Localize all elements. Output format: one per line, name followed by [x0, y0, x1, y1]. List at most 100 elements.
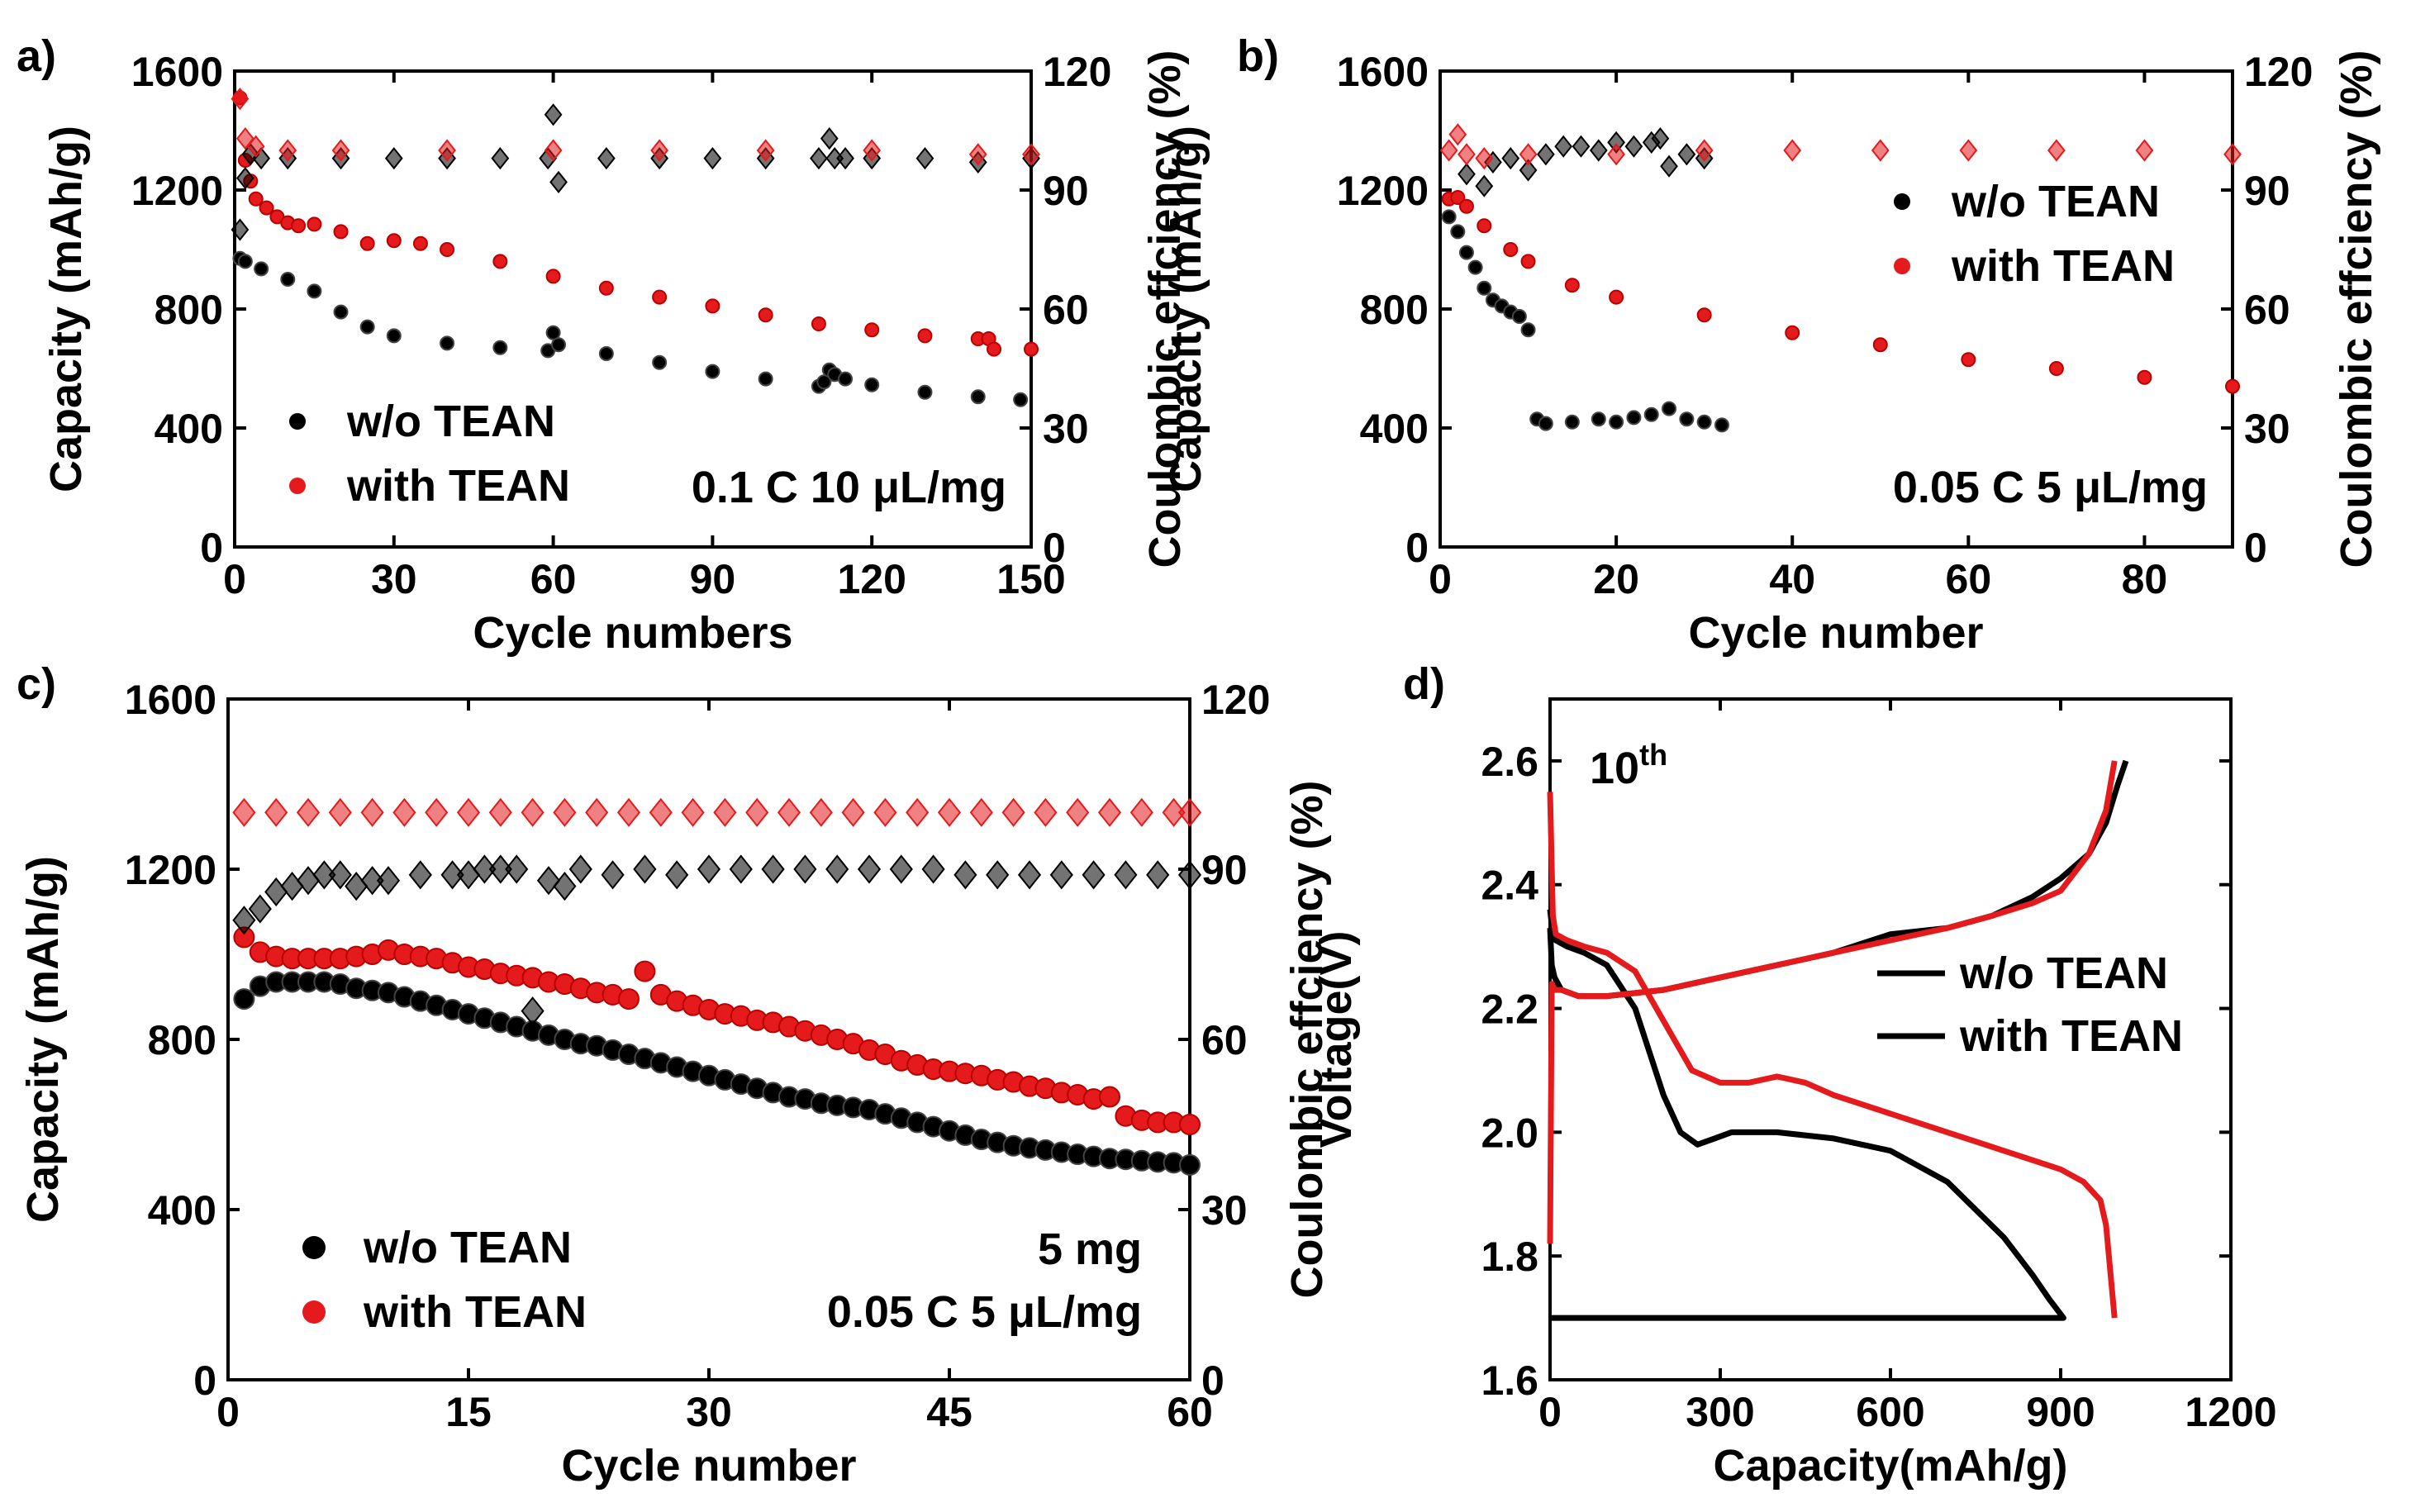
ce-point: [681, 797, 705, 827]
series-line: [1547, 760, 2118, 1244]
ce-point: [544, 139, 563, 162]
legend-label: w/o TEAN: [346, 397, 555, 446]
capacity-point: [618, 988, 640, 1010]
y-tick-label: 1200: [131, 168, 223, 214]
x-axis-label: Cycle number: [561, 1441, 856, 1491]
ce-point: [777, 797, 801, 827]
x-tick-label: 1200: [2185, 1389, 2276, 1435]
y2-tick-label: 90: [1043, 168, 1089, 214]
ce-point: [521, 996, 544, 1026]
y2-tick-label: 60: [2244, 287, 2290, 333]
ce-point: [915, 146, 934, 170]
capacity-point: [333, 304, 349, 320]
ce-point: [1572, 135, 1591, 158]
ce-point: [408, 860, 432, 890]
ce-point: [953, 860, 977, 890]
x-tick-label: 30: [371, 556, 417, 602]
capacity-point: [1520, 254, 1536, 269]
capacity-point: [1520, 322, 1536, 338]
y-axis-label: Capacity (mAh/g): [1161, 126, 1210, 492]
capacity-point: [1643, 407, 1659, 422]
capacity-point: [1696, 414, 1712, 430]
y-tick-label: 1200: [1337, 168, 1429, 214]
ce-point: [1475, 174, 1494, 197]
condition-annotation: 5 mg: [1038, 1224, 1142, 1274]
legend-label: with TEAN: [363, 1287, 587, 1337]
capacity-point: [359, 235, 375, 251]
capacity-point: [1450, 224, 1466, 240]
ce-point: [1624, 135, 1643, 158]
ce-point: [713, 797, 737, 827]
ce-point: [820, 126, 839, 150]
ce-point: [921, 854, 945, 884]
ce-point: [1783, 139, 1802, 162]
ce-point: [440, 860, 464, 890]
ce-point: [384, 146, 403, 170]
y2-tick-label: 0: [1201, 1357, 1225, 1404]
capacity-point: [1591, 411, 1606, 427]
ce-point: [2223, 143, 2242, 166]
capacity-point: [1179, 1153, 1201, 1176]
ce-point: [456, 797, 481, 827]
ce-point: [296, 797, 321, 827]
x-tick-label: 60: [530, 556, 577, 602]
cycle-annotation: 10th: [1590, 738, 1667, 793]
condition-annotation: 0.05 C 5 μL/mg: [1893, 463, 2208, 512]
capacity-point: [864, 322, 880, 338]
ce-point: [231, 218, 250, 241]
capacity-point: [1477, 280, 1492, 296]
capacity-point: [1477, 218, 1492, 234]
y2-tick-label: 120: [1201, 677, 1270, 723]
legend-label: with TEAN: [346, 461, 570, 511]
ce-point: [1146, 860, 1170, 890]
panel-label: c): [17, 659, 56, 709]
y-tick-label: 1.8: [1481, 1234, 1538, 1280]
x-axis-label: Cycle number: [1688, 608, 1983, 658]
capacity-point: [545, 269, 561, 284]
capacity-point: [705, 364, 720, 379]
ce-point: [1871, 139, 1890, 162]
ce-point: [1959, 139, 1978, 162]
ce-point: [1066, 797, 1090, 827]
capacity-point: [598, 280, 614, 296]
legend-marker: [1894, 193, 1910, 210]
ce-point: [331, 139, 350, 162]
capacity-point: [1538, 416, 1553, 431]
capacity-point: [838, 371, 854, 387]
capacity-point: [1609, 414, 1624, 430]
y2-axis-label: Coulombic effciency (%): [2332, 50, 2381, 568]
y2-tick-label: 30: [1043, 406, 1089, 452]
ce-point: [392, 797, 416, 827]
ce-point: [665, 860, 689, 890]
ce-point: [1536, 143, 1555, 166]
y2-tick-label: 90: [1201, 847, 1248, 893]
ce-point: [328, 860, 352, 890]
ce-point: [248, 894, 272, 924]
ce-point: [278, 139, 297, 162]
capacity-point: [440, 335, 455, 351]
ce-point: [1097, 797, 1122, 827]
panel-label: d): [1403, 659, 1445, 709]
y-tick-label: 0: [200, 525, 223, 571]
ce-point: [568, 854, 592, 884]
y2-tick-label: 60: [1043, 287, 1089, 333]
y-tick-label: 0: [1405, 525, 1429, 571]
capacity-point: [359, 319, 375, 335]
capacity-point: [1714, 417, 1729, 433]
capacity-point: [1609, 289, 1624, 305]
ce-point: [616, 797, 641, 827]
legend-label: w/o TEAN: [363, 1223, 572, 1272]
capacity-point: [917, 328, 933, 344]
ce-point: [697, 854, 721, 884]
capacity-point: [987, 341, 1002, 357]
x-tick-label: 150: [996, 556, 1065, 602]
capacity-point: [598, 346, 614, 361]
y-tick-label: 2.6: [1481, 739, 1538, 785]
ce-point: [889, 854, 913, 884]
ce-point: [231, 87, 250, 111]
legend-marker: [1894, 258, 1910, 274]
ce-point: [969, 797, 993, 827]
legend-label: w/o TEAN: [1951, 177, 2160, 226]
series-line: [1547, 909, 2066, 1321]
y-tick-label: 1600: [131, 49, 223, 95]
